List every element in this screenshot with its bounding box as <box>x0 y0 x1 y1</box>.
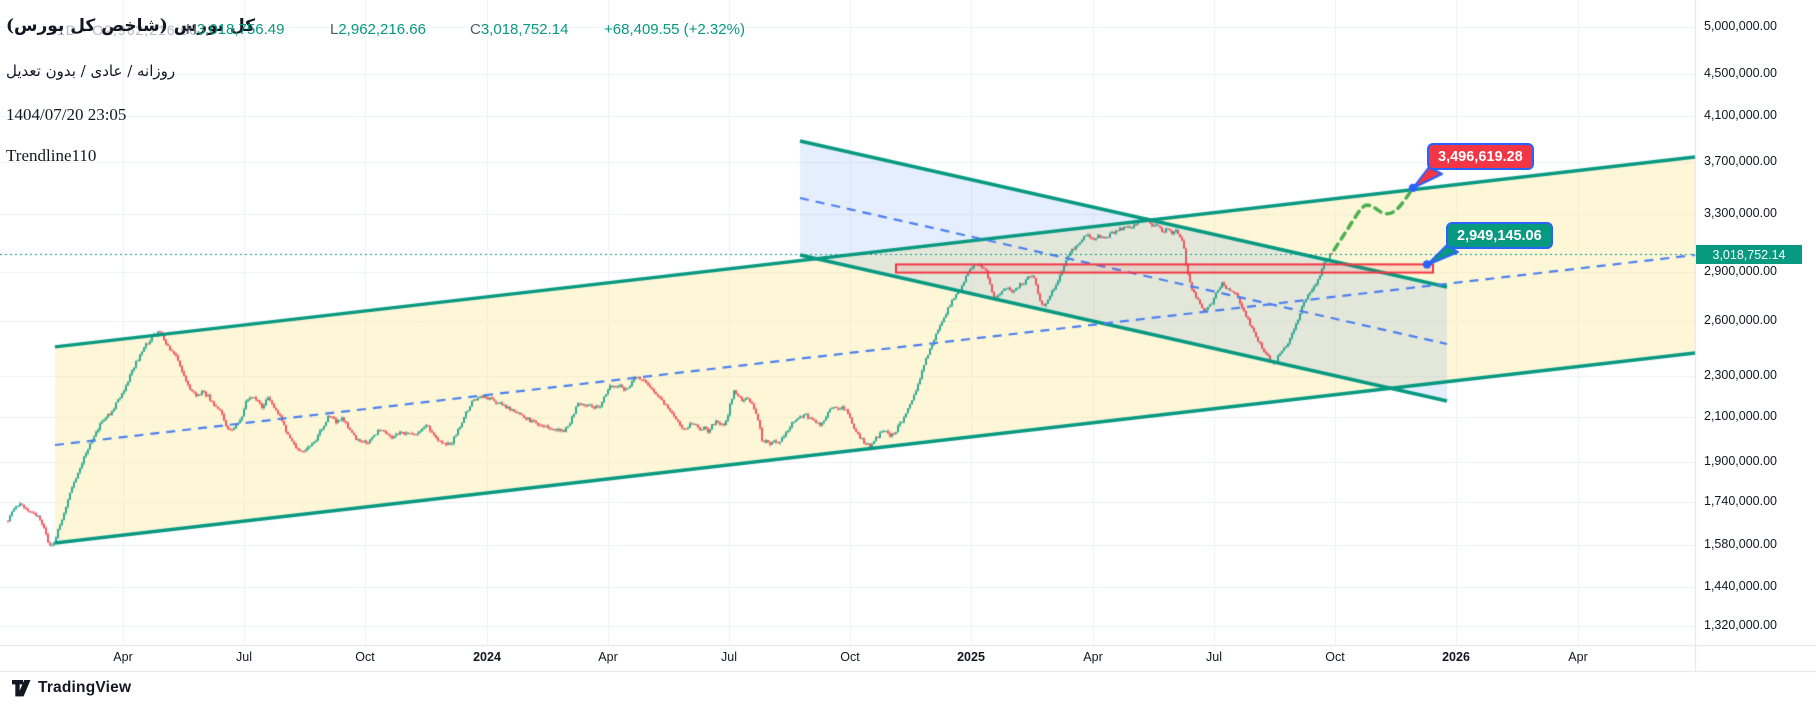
tradingview-logo-icon <box>12 679 31 697</box>
datetime-label: 1404/07/20 23:05 <box>6 105 127 124</box>
price-axis-label: 1,320,000.00 <box>1704 617 1777 632</box>
time-axis-label: Apr <box>598 650 618 664</box>
support-price-callout[interactable]: 2,949,145.06 <box>1446 222 1553 249</box>
price-axis-label: 1,580,000.00 <box>1704 537 1777 552</box>
time-axis-label: Oct <box>1325 650 1345 664</box>
legend-high: H3,018,756.49 <box>186 21 284 38</box>
time-axis-label: 2025 <box>957 650 985 664</box>
price-axis-label: 1,740,000.00 <box>1704 493 1777 508</box>
time-axis-label: Apr <box>1083 650 1103 664</box>
time-axis-label: Oct <box>840 650 860 664</box>
price-axis-label: 4,500,000.00 <box>1704 66 1777 81</box>
low-label: L <box>330 21 339 38</box>
last-price-tag: 3,018,752.14 <box>1696 245 1802 264</box>
time-axis-label: Jul <box>236 650 252 664</box>
time-axis-label: Jul <box>721 650 737 664</box>
change-value: +68,409.55 (+2.32%) <box>604 21 745 38</box>
price-axis-label: 3,700,000.00 <box>1704 154 1777 169</box>
close-value: 3,018,752.14 <box>480 21 569 38</box>
price-axis-label: 2,300,000.00 <box>1704 368 1777 383</box>
trendline-tool-label: Trendline110 <box>6 146 97 165</box>
low-value: 2,962,216.66 <box>338 21 426 38</box>
price-axis-label: 5,000,000.00 <box>1704 19 1777 33</box>
legend-close: C3,018,752.14 <box>470 21 568 38</box>
high-label: H <box>186 21 197 38</box>
symbol-title[interactable]: کل بورس (شاخص کل بورس) <box>6 16 255 36</box>
time-axis-label: 2026 <box>1442 650 1470 664</box>
price-axis[interactable] <box>1696 0 1816 672</box>
price-axis-label: 2,900,000.00 <box>1704 263 1777 278</box>
price-axis-label: 4,100,000.00 <box>1704 108 1777 123</box>
target-price-callout[interactable]: 3,496,619.28 <box>1427 143 1534 170</box>
series-subtitle: روزانه / عادی / بدون تعدیل <box>6 62 176 80</box>
time-axis-label: Apr <box>1568 650 1588 664</box>
price-axis-label: 3,300,000.00 <box>1704 205 1777 220</box>
price-axis-label: 1,900,000.00 <box>1704 454 1777 469</box>
price-axis-label: 2,600,000.00 <box>1704 313 1777 328</box>
time-axis-label: Apr <box>113 650 133 664</box>
legend-change: +68,409.55 (+2.32%) <box>604 21 745 38</box>
price-axis-label: 1,440,000.00 <box>1704 578 1777 593</box>
close-label: C <box>470 21 481 38</box>
high-value: 3,018,756.49 <box>196 21 285 38</box>
time-axis-label: Oct <box>355 650 375 664</box>
legend-low: L2,962,216.66 <box>330 21 426 38</box>
tradingview-brand-text: TradingView <box>38 679 132 696</box>
tradingview-attribution[interactable]: TradingView <box>12 679 131 697</box>
time-axis-label: Jul <box>1206 650 1222 664</box>
price-axis-label: 2,100,000.00 <box>1704 409 1777 424</box>
legend-ghost-text: 1D · O2,962,216.66 <box>57 22 198 38</box>
time-axis-label: 2024 <box>473 650 501 664</box>
